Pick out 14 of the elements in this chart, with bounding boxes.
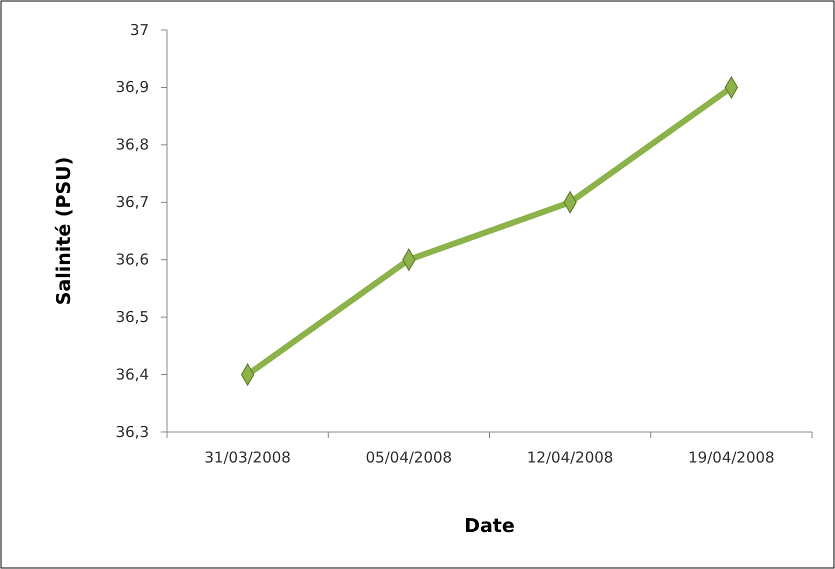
y-axis-title: Salinité (PSU) [53,156,75,306]
x-tick-label: 05/04/2008 [366,448,452,467]
y-tick-label: 36,7 [116,193,149,212]
y-tick-label: 36,9 [116,78,149,96]
y-tick-label: 37 [130,20,149,39]
y-tick-label: 36,6 [116,250,149,269]
x-tick-label: 19/04/2008 [688,448,775,467]
x-tick-label: 31/03/2008 [204,448,291,467]
y-tick-label: 36,5 [116,308,149,326]
x-tick-label: 12/04/2008 [526,448,614,467]
y-tick-label: 36,4 [116,365,149,384]
y-tick-label: 36,3 [116,422,149,441]
y-tick-label: 36,8 [116,136,149,154]
x-axis-title: Date [464,515,515,537]
